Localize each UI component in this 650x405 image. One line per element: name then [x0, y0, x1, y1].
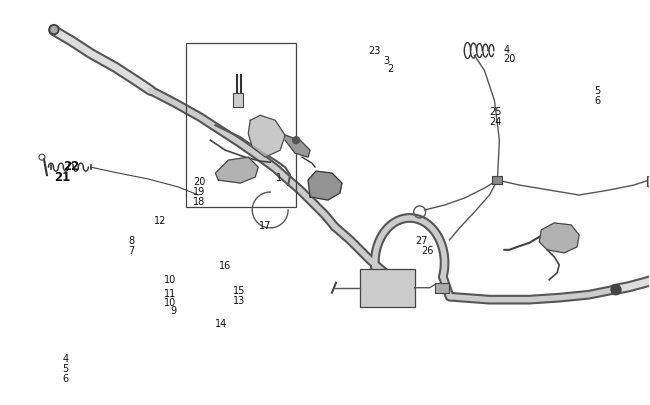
Text: 26: 26 — [421, 245, 434, 255]
Polygon shape — [248, 116, 285, 158]
Text: 15: 15 — [233, 286, 246, 296]
Polygon shape — [308, 172, 342, 200]
Bar — [493, 177, 502, 185]
Polygon shape — [215, 158, 258, 183]
Text: 18: 18 — [193, 196, 205, 206]
Circle shape — [49, 26, 59, 36]
Text: 8: 8 — [128, 235, 134, 245]
Text: 22: 22 — [62, 160, 79, 173]
Text: 21: 21 — [54, 171, 70, 184]
Text: 1: 1 — [276, 172, 282, 182]
Text: 4: 4 — [62, 353, 69, 363]
Bar — [647, 177, 650, 187]
Text: 2: 2 — [387, 64, 393, 73]
Bar — [187, 43, 296, 207]
Text: 11: 11 — [164, 288, 177, 298]
Text: 13: 13 — [233, 295, 245, 305]
Bar — [649, 185, 650, 196]
Text: 27: 27 — [416, 235, 428, 245]
Text: 6: 6 — [62, 373, 69, 383]
Text: 4: 4 — [503, 45, 509, 55]
Text: 14: 14 — [215, 319, 227, 328]
Text: 3: 3 — [384, 55, 389, 66]
Bar — [360, 269, 415, 307]
Circle shape — [611, 285, 621, 295]
Text: 12: 12 — [154, 216, 166, 226]
Polygon shape — [540, 224, 579, 253]
Text: 23: 23 — [368, 46, 380, 56]
Circle shape — [51, 28, 57, 34]
Text: 9: 9 — [171, 306, 177, 315]
Text: 6: 6 — [595, 96, 601, 106]
Text: 24: 24 — [489, 117, 502, 127]
Text: 20: 20 — [503, 54, 515, 64]
Text: 10: 10 — [164, 274, 177, 284]
Text: 17: 17 — [259, 221, 271, 231]
Text: 7: 7 — [128, 245, 135, 255]
Text: 16: 16 — [219, 260, 231, 271]
Text: 20: 20 — [193, 177, 205, 187]
Text: 5: 5 — [62, 363, 69, 373]
Polygon shape — [285, 136, 310, 158]
Text: 5: 5 — [595, 86, 601, 96]
Circle shape — [292, 137, 300, 144]
Text: 10: 10 — [164, 298, 177, 307]
Bar — [233, 94, 243, 108]
Bar — [435, 283, 448, 293]
Text: 25: 25 — [489, 107, 502, 117]
Text: 19: 19 — [193, 187, 205, 196]
